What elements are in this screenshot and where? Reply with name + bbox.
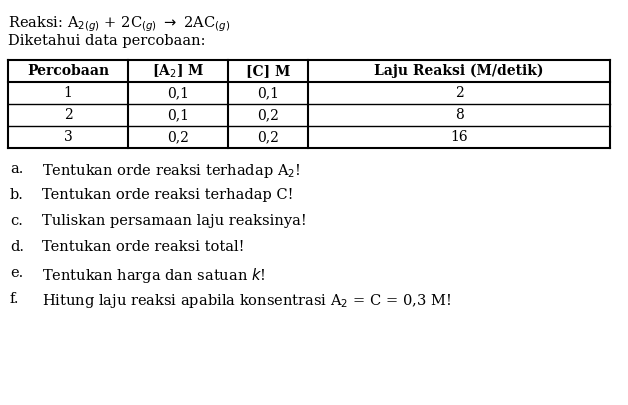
Text: Hitung laju reaksi apabila konsentrasi A$_2$ = C = 0,3 M!: Hitung laju reaksi apabila konsentrasi A…: [42, 292, 451, 310]
Text: 3: 3: [63, 130, 72, 144]
Text: d.: d.: [10, 240, 24, 254]
Text: 2: 2: [455, 86, 463, 100]
Text: 2: 2: [63, 108, 72, 122]
Text: 8: 8: [455, 108, 463, 122]
Text: Percobaan: Percobaan: [27, 64, 109, 78]
Text: b.: b.: [10, 188, 24, 202]
Text: 0,2: 0,2: [257, 130, 279, 144]
Text: a.: a.: [10, 162, 23, 176]
Text: Tentukan orde reaksi terhadap A$_2$!: Tentukan orde reaksi terhadap A$_2$!: [42, 162, 301, 180]
Text: e.: e.: [10, 266, 23, 280]
Text: Tentukan orde reaksi total!: Tentukan orde reaksi total!: [42, 240, 244, 254]
Text: 1: 1: [63, 86, 72, 100]
Text: f.: f.: [10, 292, 19, 306]
Text: Tentukan orde reaksi terhadap C!: Tentukan orde reaksi terhadap C!: [42, 188, 293, 202]
Text: Diketahui data percobaan:: Diketahui data percobaan:: [8, 34, 205, 48]
Text: 0,1: 0,1: [167, 86, 189, 100]
Text: 0,2: 0,2: [257, 108, 279, 122]
Text: 16: 16: [450, 130, 468, 144]
Text: Reaksi: A$_{2(g)}$ + 2C$_{(g)}$ $\rightarrow$ 2AC$_{(g)}$: Reaksi: A$_{2(g)}$ + 2C$_{(g)}$ $\righta…: [8, 14, 230, 34]
Text: 0,1: 0,1: [167, 108, 189, 122]
Text: Tuliskan persamaan laju reaksinya!: Tuliskan persamaan laju reaksinya!: [42, 214, 306, 228]
Text: Tentukan harga dan satuan $k$!: Tentukan harga dan satuan $k$!: [42, 266, 266, 285]
Text: Laju Reaksi (M/detik): Laju Reaksi (M/detik): [374, 64, 544, 78]
Text: [C] M: [C] M: [246, 64, 290, 78]
Text: c.: c.: [10, 214, 23, 228]
Text: 0,1: 0,1: [257, 86, 279, 100]
Text: 0,2: 0,2: [167, 130, 189, 144]
Text: [A$_2$] M: [A$_2$] M: [152, 62, 204, 80]
